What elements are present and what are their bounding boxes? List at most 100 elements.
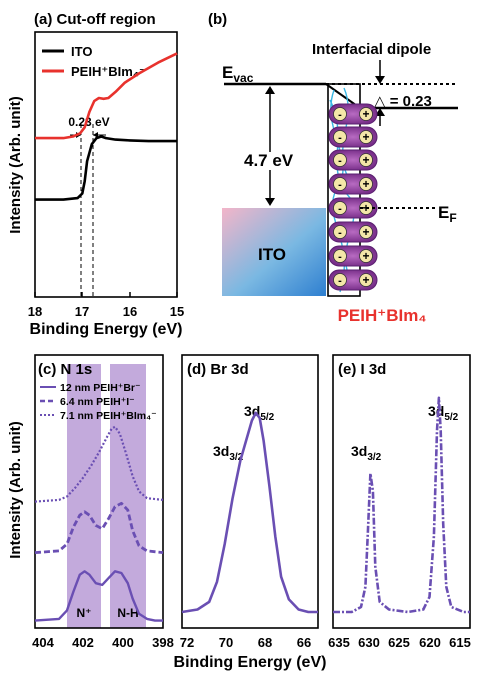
panel-a: (a) Cut-off region Intensity (Arb. unit)… — [7, 11, 184, 338]
xtick-e-0: 635 — [328, 635, 350, 650]
plus-charge — [359, 225, 373, 239]
panel-e: (e) I 3d 3d3/2 3d5/2 635 630 625 620 615 — [328, 354, 471, 650]
legend-label-bim4: 7.1 nm PEIH⁺BIm₄⁻ — [60, 410, 157, 422]
ef-label: EF — [438, 203, 457, 225]
minus-charge — [333, 201, 347, 215]
series-br-line — [34, 570, 163, 622]
dipole-pill: -+ — [328, 197, 378, 219]
panel-c-title: (c) N 1s — [38, 361, 92, 378]
minus-charge — [333, 177, 347, 191]
legend-label-br: 12 nm PEIH⁺Br⁻ — [60, 382, 141, 394]
svg-text:+: + — [362, 225, 369, 239]
panel-a-frame — [34, 31, 178, 298]
annotation-arrow-right-head — [93, 132, 98, 138]
svg-text:-: - — [338, 275, 342, 287]
xtick-d-3: 66 — [297, 635, 311, 650]
svg-text:+: + — [362, 177, 369, 191]
svg-text:+: + — [362, 273, 369, 287]
panel-a-ylabel: Intensity (Arb. unit) — [7, 96, 24, 234]
legend-label-peih: PEIH⁺BIm₄⁻ — [71, 64, 146, 79]
dipole-pill: -+ — [328, 245, 378, 267]
panel-a-title: (a) Cut-off region — [34, 11, 156, 28]
panel-c-series — [34, 425, 164, 622]
xtick-a-2: 16 — [123, 304, 137, 319]
dipole-pill: -+ — [328, 149, 378, 171]
band-label-n-plus: N⁺ — [77, 606, 92, 620]
series-peih-line — [35, 52, 178, 140]
wf-arrow-up-head — [265, 86, 275, 94]
delta-label: △ = 0.23 — [374, 93, 432, 110]
panel-c-ticks: 404 402 400 398 — [32, 635, 174, 650]
xtick-c-1: 402 — [72, 635, 94, 650]
svg-text:+: + — [362, 249, 369, 263]
svg-text:-: - — [338, 203, 342, 215]
dipole-label: Interfacial dipole — [312, 41, 431, 58]
peak-label-e-3d52: 3d5/2 — [428, 403, 459, 423]
annotation-0-23-ev: 0.23 eV — [68, 115, 109, 129]
minus-charge — [333, 225, 347, 239]
series-i3d-line — [333, 396, 470, 614]
xtick-d-2: 68 — [258, 635, 272, 650]
peak-label-e-3d32: 3d3/2 — [351, 443, 382, 463]
panel-d-title: (d) Br 3d — [187, 361, 249, 378]
minus-charge — [333, 153, 347, 167]
minus-charge — [333, 130, 347, 144]
panel-b-title: (b) — [208, 11, 227, 28]
svg-text:+: + — [362, 130, 369, 144]
xtick-d-0: 72 — [180, 635, 194, 650]
panel-d-series — [181, 411, 318, 614]
panel-d-ticks: 72 70 68 66 — [180, 635, 311, 650]
dipole-pill: -+ — [328, 126, 378, 148]
xtick-e-2: 625 — [388, 635, 410, 650]
evac-label: Evac — [222, 63, 254, 85]
xtick-d-1: 70 — [219, 635, 233, 650]
xtick-a-0: 18 — [28, 304, 42, 319]
dipole-pills: -+-+-+-+-+-+-+-+ — [328, 103, 378, 291]
plus-charge — [359, 249, 373, 263]
series-ito-line — [35, 135, 177, 201]
legend-label-ito: ITO — [71, 44, 92, 59]
ito-block — [222, 208, 326, 296]
xtick-c-3: 398 — [152, 635, 174, 650]
xtick-e-1: 630 — [358, 635, 380, 650]
xtick-a-1: 17 — [75, 304, 89, 319]
series-i-line — [34, 501, 164, 554]
dipole-arrow-head — [375, 76, 385, 84]
panel-a-series — [35, 52, 178, 201]
panel-d-frame — [181, 354, 319, 629]
xtick-c-0: 404 — [32, 635, 54, 650]
dipole-pill: -+ — [328, 269, 378, 291]
dipole-pill: -+ — [328, 103, 378, 125]
plus-charge — [359, 177, 373, 191]
xtick-c-2: 400 — [112, 635, 134, 650]
panel-c-frame — [34, 354, 164, 629]
panel-c: (c) N 1s Intensity (Arb. unit) 12 nm PEI… — [7, 354, 174, 650]
panel-e-series — [333, 396, 470, 614]
panel-a-xlabel: Binding Energy (eV) — [30, 321, 183, 338]
xtick-e-3: 620 — [419, 635, 441, 650]
panel-e-title: (e) I 3d — [338, 361, 386, 378]
molecule-label: PEIH⁺BIm₄ — [338, 306, 427, 325]
ito-label: ITO — [258, 245, 286, 264]
legend-label-i: 6.4 nm PEIH⁺I⁻ — [60, 396, 135, 408]
dipole-pill: -+ — [328, 221, 378, 243]
xtick-e-4: 615 — [449, 635, 471, 650]
panel-c-ylabel: Intensity (Arb. unit) — [7, 421, 24, 559]
plus-charge — [359, 107, 373, 121]
minus-charge — [333, 249, 347, 263]
minus-charge — [333, 273, 347, 287]
series-br3d-line — [181, 411, 318, 614]
svg-text:-: - — [338, 132, 342, 144]
svg-text:+: + — [362, 107, 369, 121]
plus-charge — [359, 130, 373, 144]
wf-arrow-down-head — [265, 198, 275, 206]
band-label-n-h: N-H — [117, 606, 138, 620]
panel-a-ticks: 18 17 16 15 — [28, 292, 184, 319]
series-bim4-line — [34, 425, 164, 503]
panel-b: (b) Interfacial dipole Evac △ = 0.23 4.7… — [208, 11, 458, 325]
svg-text:-: - — [338, 227, 342, 239]
panel-e-frame — [332, 354, 471, 629]
panel-e-ticks: 635 630 625 620 615 — [328, 635, 471, 650]
svg-text:-: - — [338, 179, 342, 191]
